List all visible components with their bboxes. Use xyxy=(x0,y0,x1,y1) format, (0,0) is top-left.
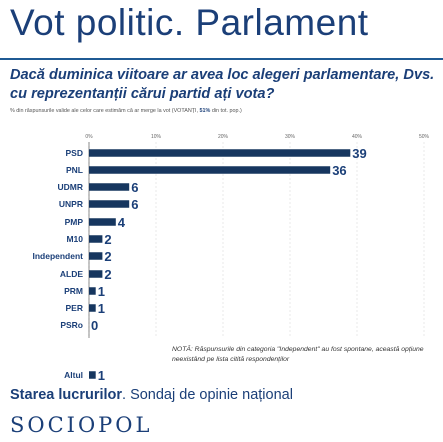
category-label: ALDE xyxy=(60,269,83,279)
bar xyxy=(89,235,103,243)
base-note-prefix: % din răspunsurile valide ale celor care… xyxy=(10,108,200,114)
category-label: PMP xyxy=(65,217,84,227)
value-label: 36 xyxy=(332,163,346,178)
bar xyxy=(89,183,130,191)
category-label: UDMR xyxy=(58,182,84,192)
bar xyxy=(89,252,103,260)
bar xyxy=(89,200,130,208)
value-label: 1 xyxy=(98,301,105,316)
x-tick-label: 10% xyxy=(151,134,162,140)
value-label: 2 xyxy=(104,232,111,247)
x-tick-label: 40% xyxy=(352,134,363,140)
x-tick-label: 30% xyxy=(285,134,296,140)
title-divider xyxy=(0,58,443,60)
value-label: 1 xyxy=(98,284,105,299)
x-tick-label: 0% xyxy=(85,134,93,140)
bar xyxy=(89,270,103,278)
value-label: 1 xyxy=(98,368,105,383)
x-tick-label: 20% xyxy=(218,134,229,140)
category-label: Independent xyxy=(32,251,83,261)
category-label: Altul xyxy=(64,370,83,380)
value-label: 6 xyxy=(131,197,138,212)
value-label: 2 xyxy=(104,249,111,264)
base-note-percent: 51% xyxy=(199,108,211,114)
bar xyxy=(89,218,116,226)
category-label: PSD xyxy=(66,148,83,158)
category-label: UNPR xyxy=(59,199,83,209)
category-label: PNL xyxy=(66,165,83,175)
bar xyxy=(89,304,96,312)
footer-source-rest: . Sondaj de opinie național xyxy=(122,387,293,403)
bar xyxy=(89,166,331,174)
base-note: % din răspunsurile valide ale celor care… xyxy=(10,108,242,114)
x-tick-label: 50% xyxy=(419,134,430,140)
footer-source: Starea lucrurilor. Sondaj de opinie nați… xyxy=(10,387,293,403)
value-label: 6 xyxy=(131,180,138,195)
bar xyxy=(89,287,96,295)
category-label: PSRo xyxy=(60,320,83,330)
footer-source-bold: Starea lucrurilor xyxy=(10,387,123,403)
survey-question: Dacă duminica viitoare ar avea loc alege… xyxy=(10,67,435,102)
value-label: 4 xyxy=(118,215,126,230)
value-label: 39 xyxy=(352,146,366,161)
bar xyxy=(89,149,351,157)
category-label: PER xyxy=(66,303,83,313)
category-label: M10 xyxy=(66,234,83,244)
base-note-suffix: din tot. pop.) xyxy=(210,108,242,114)
page-title: Vot politic. Parlament xyxy=(10,2,369,43)
value-label: 0 xyxy=(91,318,98,333)
category-label: PRM xyxy=(64,286,83,296)
sociopol-logo: SOCIOPOL xyxy=(10,413,153,437)
bar-chart: 0% 10% 20% 30% 40% 50% PSD 39 PNL 36 UDMR 6 UNPR 6 PMP… xyxy=(32,134,430,383)
bar xyxy=(89,371,96,379)
chart-note: NOTĂ: Răspunsurile din categoria "Indepe… xyxy=(172,346,424,363)
value-label: 2 xyxy=(104,267,111,282)
